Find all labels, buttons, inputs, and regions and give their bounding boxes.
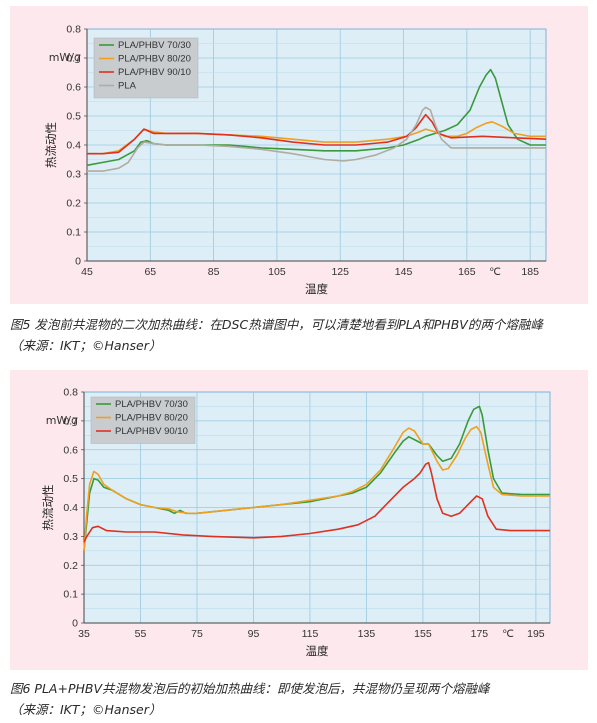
y-tick-label: 0.4 bbox=[66, 140, 81, 152]
x-unit-label: ℃ bbox=[489, 266, 501, 278]
legend-label-3: PLA/PHBV 90/10 bbox=[118, 67, 191, 78]
legend-label-4: PLA bbox=[118, 81, 137, 92]
series-line-4 bbox=[87, 106, 546, 172]
y-tick-label: 0.3 bbox=[63, 531, 78, 543]
y-tick-label: 0.1 bbox=[63, 589, 78, 601]
caption-2-line-1: 图6 PLA+PHBV共混物发泡后的初始加热曲线：即使发泡后，共混物仍呈现两个熔… bbox=[10, 681, 490, 696]
dsc-chart-1: 45 65 85 105 125 145 165 185 0 0.1 0.2 0.3 0.4 0.5 0.6… bbox=[44, 24, 547, 296]
y-axis-label: 热流动性 bbox=[41, 485, 55, 531]
y-unit-label: mW/g bbox=[46, 414, 78, 427]
legend-label-1: PLA/PHBV 70/30 bbox=[118, 40, 191, 51]
x-tick-label: 125 bbox=[331, 266, 349, 278]
y-tick-label: 0 bbox=[75, 256, 81, 268]
series-line-3 bbox=[87, 113, 547, 155]
x-tick-label: 85 bbox=[208, 266, 220, 278]
series-line-2 bbox=[83, 425, 550, 551]
x-tick-label: 175 bbox=[471, 628, 489, 640]
legend-box bbox=[93, 37, 199, 99]
y-tick-label: 0.8 bbox=[66, 24, 81, 36]
y-tick-label: 0.3 bbox=[66, 169, 81, 181]
x-tick-label: 45 bbox=[81, 266, 93, 278]
x-tick-label: 145 bbox=[395, 266, 413, 278]
legend-label-2: PLA/PHBV 80/20 bbox=[115, 413, 188, 424]
series-line-1 bbox=[86, 68, 546, 167]
legend-label-1: PLA/PHBV 70/30 bbox=[115, 399, 188, 410]
caption-1-line-2: （来源：IKT；©Hanser） bbox=[10, 338, 162, 353]
caption-1-line-1: 图5 发泡前共混物的二次加热曲线：在DSC热谱图中，可以清楚地看到PLA和PHB… bbox=[10, 317, 543, 332]
x-tick-label: 75 bbox=[191, 628, 203, 640]
figure-caption-2: 图6 PLA+PHBV共混物发泡后的初始加热曲线：即使发泡后，共混物仍呈现两个熔… bbox=[10, 678, 590, 720]
x-tick-label: 115 bbox=[302, 628, 319, 640]
x-tick-label: 65 bbox=[144, 266, 156, 278]
x-axis-label: 温度 bbox=[306, 644, 329, 658]
figure-caption-1: 图5 发泡前共混物的二次加热曲线：在DSC热谱图中，可以清楚地看到PLA和PHB… bbox=[10, 314, 590, 356]
y-tick-label: 0.2 bbox=[63, 560, 78, 572]
y-tick-label: 0.7 bbox=[66, 53, 81, 65]
x-tick-label: 55 bbox=[135, 628, 147, 640]
x-tick-label: 165 bbox=[458, 266, 476, 278]
y-axis-label: 热流动性 bbox=[44, 122, 58, 168]
y-tick-label: 0.2 bbox=[66, 198, 81, 210]
x-tick-label: 95 bbox=[248, 628, 260, 640]
x-tick-label: 155 bbox=[414, 628, 432, 640]
y-tick-label: 0.5 bbox=[63, 473, 78, 485]
y-tick-label: 0.4 bbox=[63, 502, 78, 514]
y-tick-label: 0.7 bbox=[63, 415, 78, 427]
y-tick-label: 0.8 bbox=[63, 387, 78, 399]
x-unit-label: ℃ bbox=[502, 628, 514, 640]
legend-label-3: PLA/PHBV 90/10 bbox=[115, 426, 188, 437]
x-tick-label: 35 bbox=[78, 628, 90, 640]
x-tick-label: 185 bbox=[521, 266, 539, 278]
y-tick-label: 0.5 bbox=[66, 111, 81, 123]
y-tick-label: 0.6 bbox=[66, 82, 81, 94]
x-tick-label: 105 bbox=[268, 266, 286, 278]
x-tick-label: 195 bbox=[527, 628, 545, 640]
y-tick-label: 0.6 bbox=[63, 444, 78, 456]
caption-2-line-2: （来源：IKT；©Hanser） bbox=[10, 702, 162, 717]
series-line-3 bbox=[83, 461, 550, 543]
y-unit-label: mW/g bbox=[49, 51, 81, 64]
x-tick-label: 135 bbox=[358, 628, 376, 640]
legend-label-2: PLA/PHBV 80/20 bbox=[118, 54, 191, 65]
x-axis-label: 温度 bbox=[305, 282, 328, 296]
y-tick-label: 0 bbox=[72, 618, 78, 630]
y-tick-label: 0.1 bbox=[66, 227, 81, 239]
